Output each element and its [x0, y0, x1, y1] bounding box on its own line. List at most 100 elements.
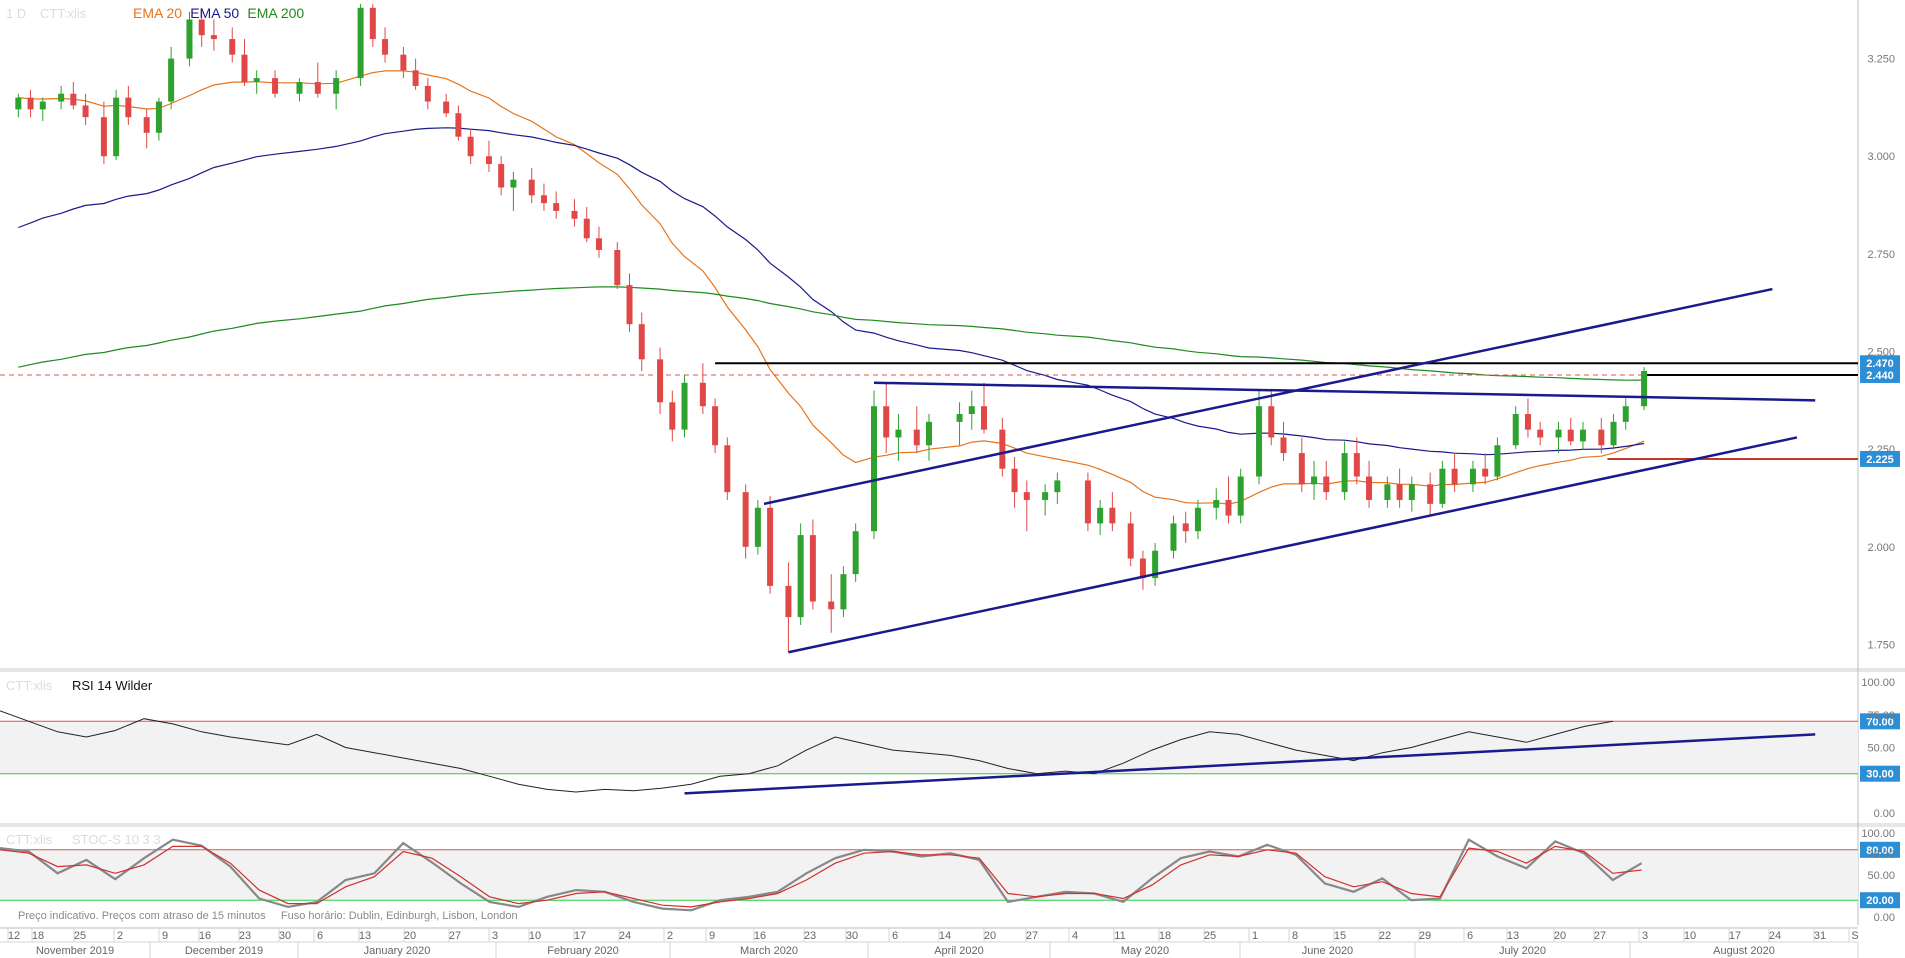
candle-body [1366, 476, 1373, 500]
trendline [763, 287, 1773, 506]
day-tick-label: 25 [1204, 930, 1216, 942]
candle-body [296, 82, 303, 94]
candle-body [669, 402, 676, 430]
candle-body [913, 429, 920, 446]
candle-body [39, 101, 46, 110]
candle-body [229, 39, 236, 55]
day-tick-label: 11 [1114, 930, 1125, 942]
month-tick-label: May 2020 [1121, 945, 1169, 957]
candle-body [712, 406, 719, 446]
candle-body [1396, 484, 1403, 500]
candle-body [1439, 468, 1446, 504]
candle-body [1097, 507, 1104, 524]
candle-body [357, 7, 364, 79]
day-tick-label: 27 [449, 930, 461, 942]
candle-body [1567, 429, 1574, 442]
footer-note: Preço indicativo. Preços com atraso de 1… [18, 910, 518, 922]
stoch-line [0, 845, 1642, 908]
day-tick-label: 20 [404, 930, 416, 942]
candle-body [382, 39, 389, 55]
rsi-tick-label: 50.00 [1867, 743, 1895, 755]
timeframe-label: 1 D [6, 6, 26, 21]
stoch-tick-label: 50.00 [1867, 870, 1895, 882]
candle-body [369, 7, 376, 40]
day-tick-label: 18 [1159, 930, 1171, 942]
candle-body [883, 406, 890, 438]
candle-body [638, 324, 645, 360]
candle-body [1610, 421, 1617, 446]
candle-body [1512, 414, 1519, 446]
day-tick-label: 3 [492, 930, 498, 942]
candle-body [15, 97, 22, 110]
candle-body [968, 406, 975, 415]
candle-body [1598, 429, 1605, 446]
candle-body [510, 179, 517, 188]
day-tick-label: 13 [359, 930, 371, 942]
stochastic-panel[interactable]: 80.00 20.00 100.00 75.00 50.00 0.00 [0, 828, 1900, 924]
day-tick-label: 30 [279, 930, 291, 942]
candle-body [767, 507, 774, 586]
candle-body [754, 507, 761, 547]
month-tick-label: January 2020 [364, 945, 431, 957]
price-panel[interactable]: 3.2503.0002.7502.5002.2502.0001.7502.470… [0, 3, 1900, 654]
ema-line [18, 127, 1645, 456]
day-tick-label: 6 [892, 930, 898, 942]
candle-body [443, 101, 450, 114]
stoch-level-text: 20.00 [1866, 895, 1894, 907]
day-tick-label: 13 [1507, 930, 1519, 942]
day-tick-label: 17 [1729, 930, 1741, 942]
candle-body [58, 93, 65, 102]
candle-body [840, 574, 847, 610]
candle-body [1579, 429, 1586, 442]
month-tick-label: April 2020 [934, 945, 984, 957]
rsi-tick-label: 100.00 [1861, 677, 1895, 689]
day-tick-label: 22 [1379, 930, 1391, 942]
day-tick-label: 1 [1252, 930, 1258, 942]
candle-body [1482, 468, 1489, 477]
candle-body [70, 93, 77, 106]
candle-body [956, 414, 963, 422]
month-tick-label: February 2020 [547, 945, 619, 957]
day-tick-label: 27 [1594, 930, 1606, 942]
candle-body [699, 382, 706, 407]
day-tick-label: 8 [1292, 930, 1298, 942]
day-tick-label: 6 [1467, 930, 1473, 942]
month-tick-label: August 2020 [1713, 945, 1775, 957]
candle-body [926, 421, 932, 446]
candle-body [1213, 499, 1220, 508]
candle-body [1127, 523, 1134, 559]
price-label-text: 2.225 [1866, 454, 1894, 466]
day-tick-label: 12 [8, 930, 20, 942]
candle-body [1152, 550, 1159, 579]
candle-body [1268, 406, 1275, 438]
candle-body [27, 97, 34, 110]
candle-body [1256, 406, 1263, 477]
candle-body [809, 535, 816, 602]
candle-body [424, 85, 431, 102]
panel-divider [0, 823, 1905, 827]
rsi-panel[interactable]: 70.00 30.00 100.00 75.00 50.00 0.00 [0, 677, 1900, 820]
day-tick-label: 18 [32, 930, 44, 942]
month-tick-label: July 2020 [1499, 945, 1546, 957]
rsi-tick-label: 75.00 [1867, 710, 1895, 722]
candle-body [155, 101, 162, 133]
stoch-level-box [1860, 892, 1900, 909]
price-tick-label: 1.750 [1867, 639, 1895, 651]
rsi-level-text: 70.00 [1866, 716, 1894, 728]
candle-body [455, 113, 462, 137]
candle-body [198, 19, 205, 36]
symbol-label: CTT:xlis [40, 6, 87, 21]
stoch-title-label: STOC-S 10 3 3 [72, 832, 161, 847]
candle-body [1139, 558, 1146, 579]
candle-body [1237, 476, 1244, 516]
candle-body [1524, 414, 1531, 430]
candle-body [125, 97, 132, 118]
day-tick-label: 14 [939, 930, 951, 942]
day-tick-label: 9 [162, 930, 168, 942]
candle-body [626, 285, 633, 325]
candle-body [595, 238, 602, 250]
candle-body [553, 203, 560, 211]
candle-body [100, 117, 107, 157]
rsi-level-text: 30.00 [1866, 769, 1894, 781]
panel-headers: 1 D CTT:xlis EMA 20 EMA 50 EMA 200 CTT:xlis RS… [6, 5, 304, 847]
